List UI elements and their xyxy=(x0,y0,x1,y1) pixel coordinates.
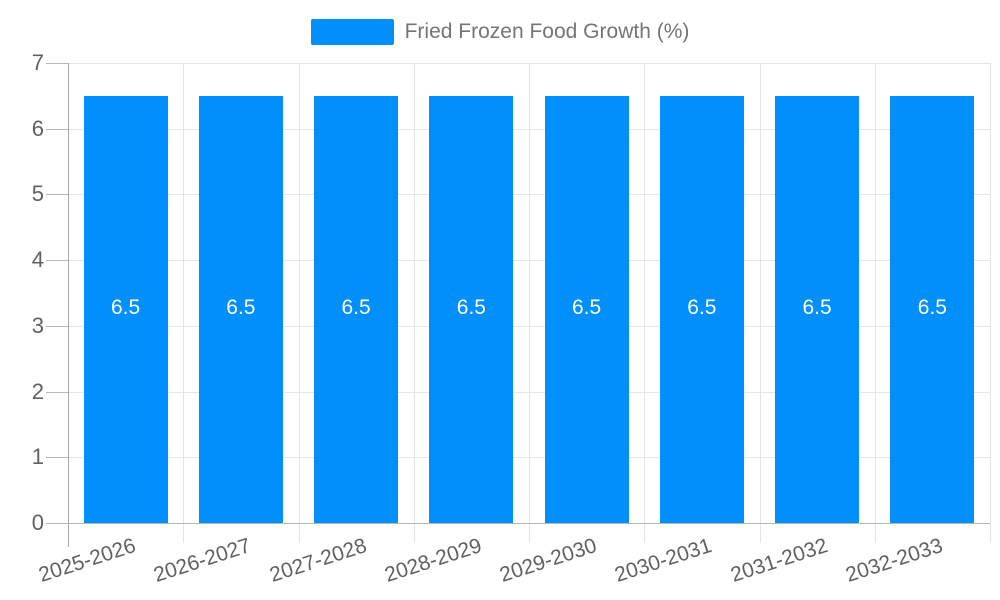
bar-value-label: 6.5 xyxy=(341,296,371,320)
bar-value-label: 6.5 xyxy=(110,296,141,320)
x-axis-tick-label: 2030-2031 xyxy=(612,534,716,587)
y-tick-mark xyxy=(46,457,68,459)
bar-value-label: 6.5 xyxy=(226,296,256,320)
bar-value-label: 6.5 xyxy=(917,296,947,320)
y-axis-tick-label: 4 xyxy=(31,247,44,273)
bar-value-label: 6.5 xyxy=(456,296,486,320)
x-boundary-line xyxy=(874,63,876,543)
x-axis-tick-label: 2032-2033 xyxy=(842,534,946,587)
x-axis-baseline-overlay xyxy=(46,523,990,524)
legend-label: Fried Frozen Food Growth (%) xyxy=(404,20,690,43)
y-axis-tick-label: 7 xyxy=(31,50,44,75)
x-axis-tick-label: 2027-2028 xyxy=(266,534,370,587)
x-axis-tick-label: 2031-2032 xyxy=(727,534,831,587)
x-axis-tick-label: 2029-2030 xyxy=(497,534,600,587)
bar-2026-2027[interactable]: 6.5 xyxy=(198,95,283,523)
bar-2025-2026[interactable]: 6.5 xyxy=(83,95,168,523)
y-tick-mark xyxy=(46,325,68,327)
legend[interactable]: Fried Frozen Food Growth (%) xyxy=(0,17,1000,47)
bar-2027-2028[interactable]: 6.5 xyxy=(314,95,399,523)
y-axis-tick-label: 1 xyxy=(31,444,44,470)
x-axis-tick-label: 2025-2026 xyxy=(36,534,139,587)
y-tick-mark xyxy=(46,260,68,262)
y-axis-tick-label: 2 xyxy=(31,378,44,404)
legend-swatch-icon xyxy=(310,19,394,45)
bar-2031-2032[interactable]: 6.5 xyxy=(775,95,860,523)
y-axis-tick-label: 5 xyxy=(31,181,44,207)
y-tick-mark xyxy=(46,194,68,196)
y-tick-mark xyxy=(46,391,68,393)
y-axis-tick-label: 0 xyxy=(31,510,44,535)
x-boundary-line xyxy=(413,63,415,543)
bar-value-label: 6.5 xyxy=(802,296,832,320)
y-tick-mark xyxy=(46,128,68,130)
x-boundary-line xyxy=(759,63,761,543)
bar-2030-2031[interactable]: 6.5 xyxy=(659,95,744,523)
x-axis-tick-label: 2028-2029 xyxy=(381,534,485,587)
x-boundary-line xyxy=(529,63,530,543)
x-boundary-line xyxy=(644,63,646,543)
y-axis-line xyxy=(68,63,69,547)
bar-2028-2029[interactable]: 6.5 xyxy=(429,95,514,523)
y-axis-tick-label: 3 xyxy=(31,312,44,338)
y-tick-mark xyxy=(46,63,68,64)
x-boundary-line xyxy=(990,63,991,543)
bar-value-label: 6.5 xyxy=(571,296,602,320)
bar-2032-2033[interactable]: 6.5 xyxy=(890,95,975,523)
x-boundary-line xyxy=(298,63,300,543)
bar-value-label: 6.5 xyxy=(687,296,717,320)
bar-2029-2030[interactable]: 6.5 xyxy=(544,95,629,523)
x-axis-tick-label: 2026-2027 xyxy=(151,534,255,587)
y-axis-tick-label: 6 xyxy=(31,115,44,141)
x-boundary-line xyxy=(183,63,185,543)
